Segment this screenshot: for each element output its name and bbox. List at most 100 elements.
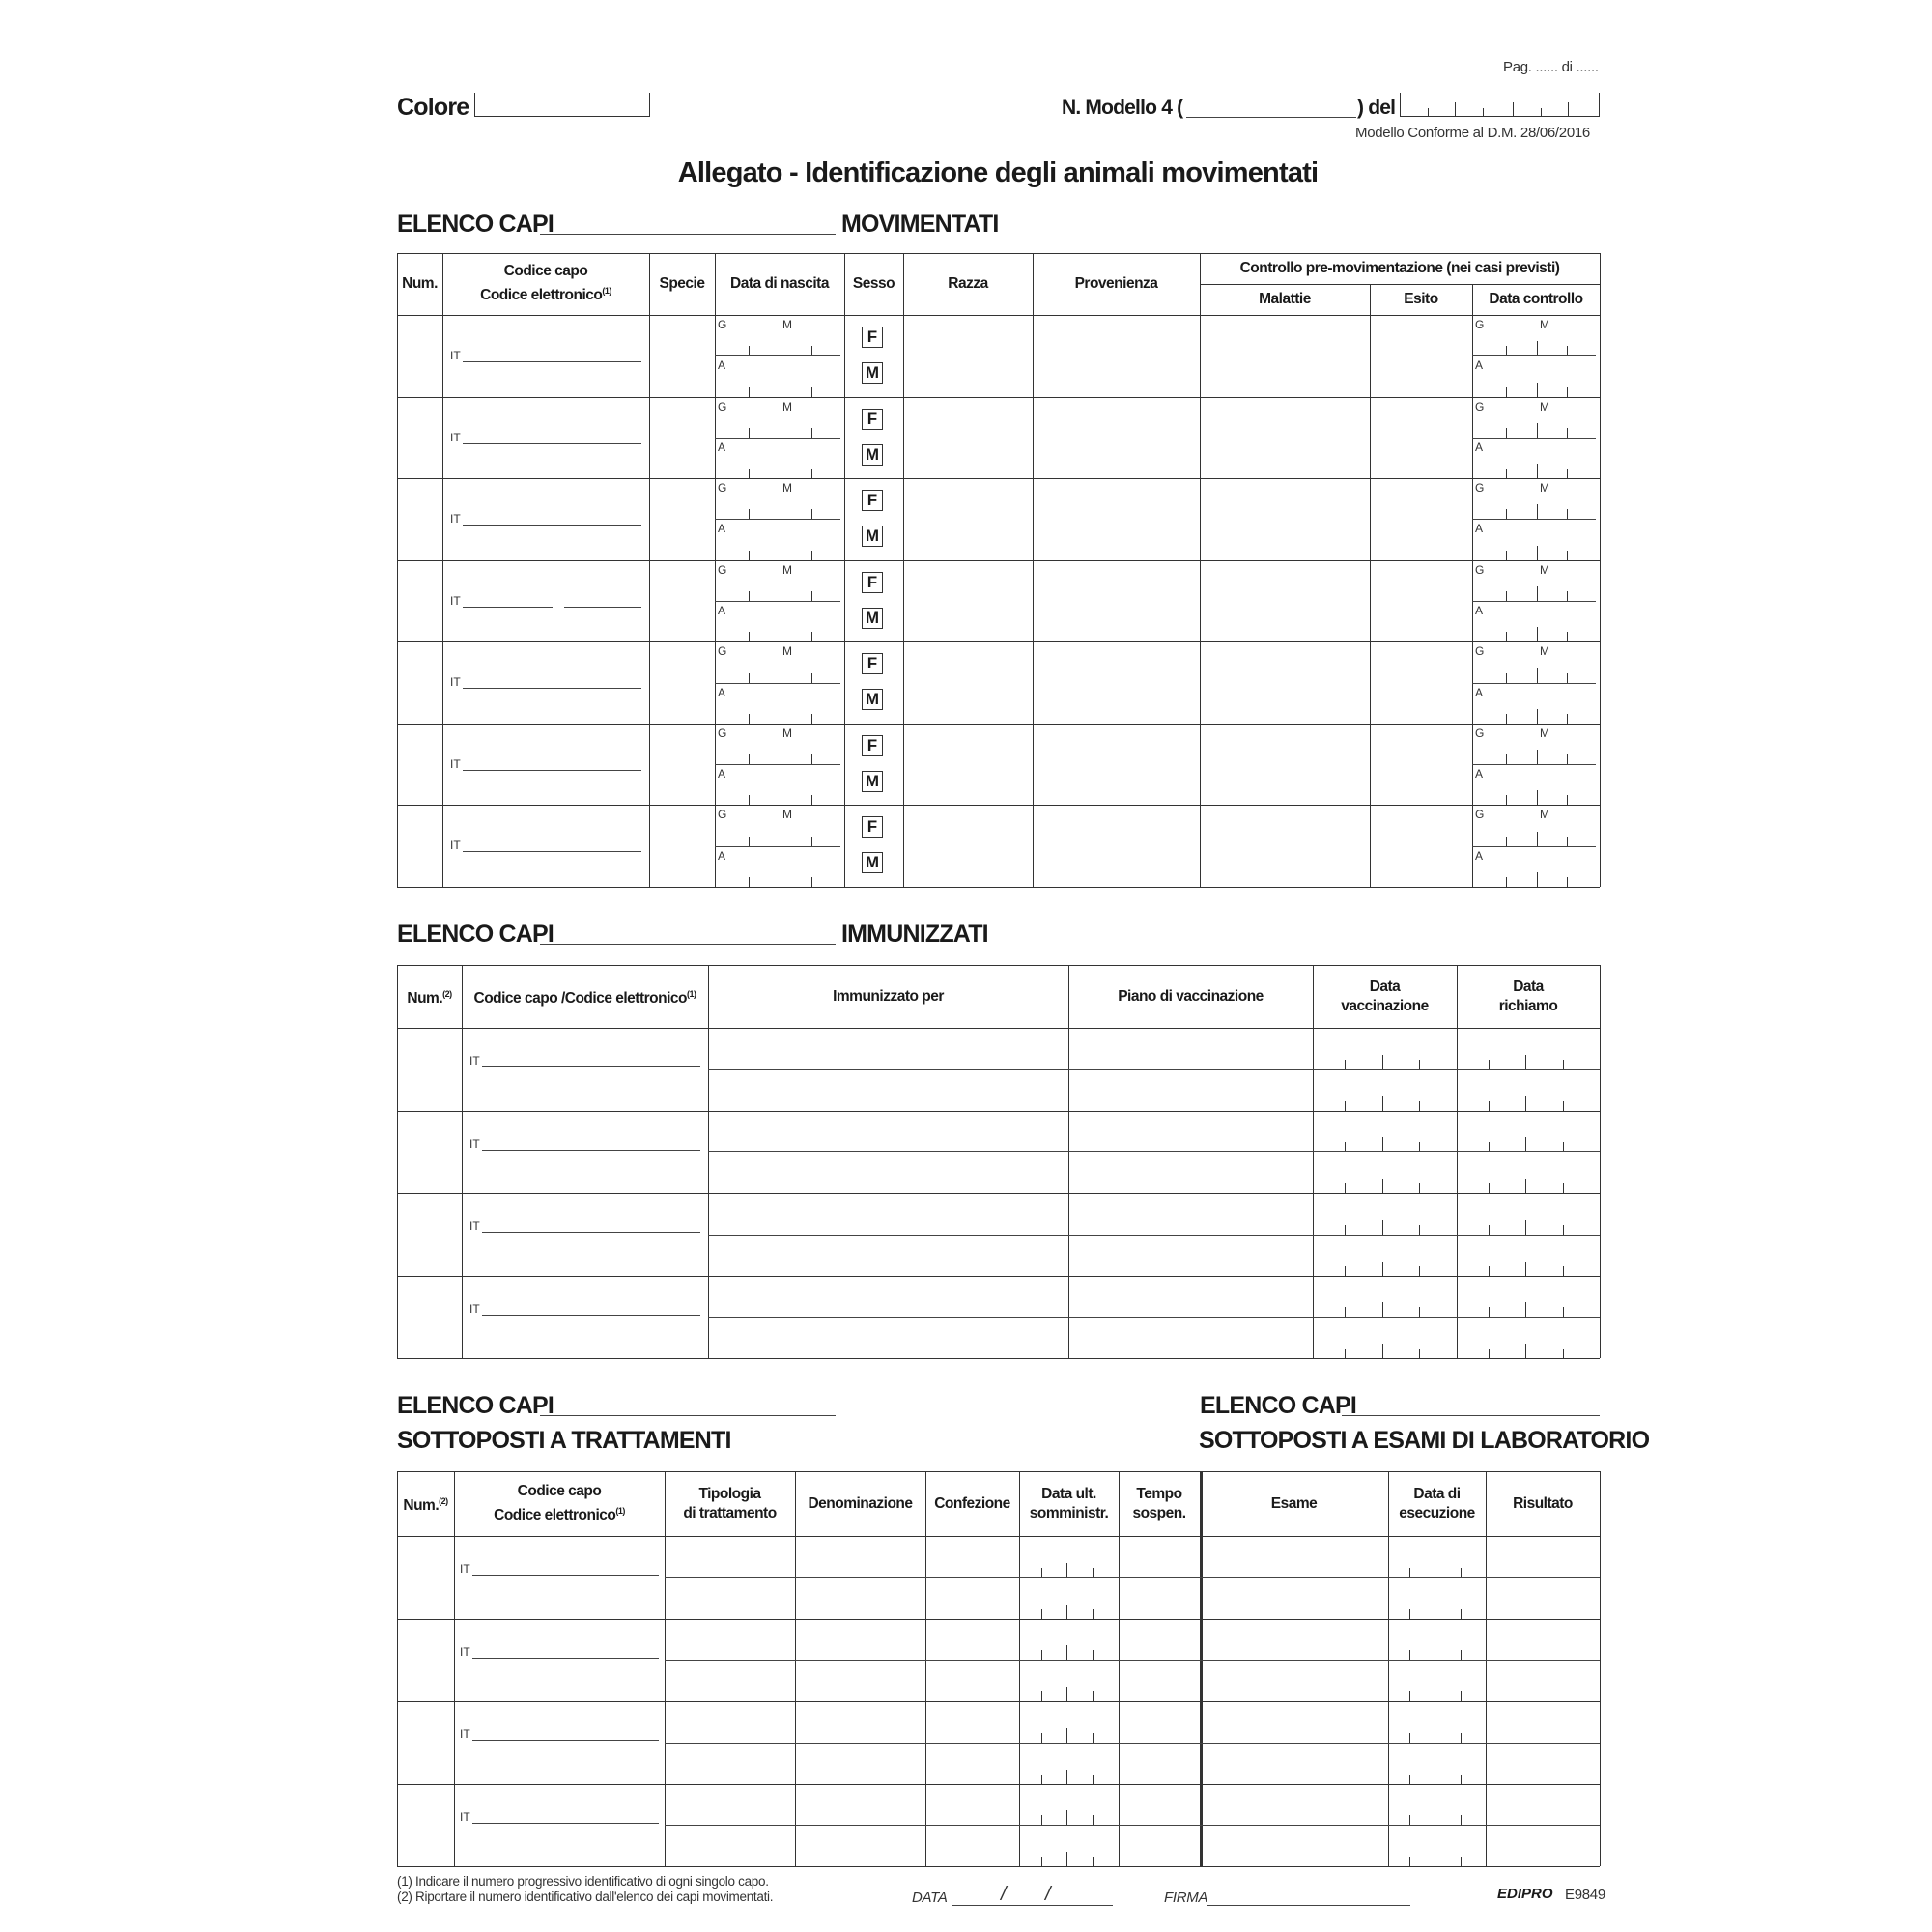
- sex-male-checkbox[interactable]: M: [862, 607, 883, 629]
- date-tick: [1536, 341, 1538, 356]
- day-label: G: [1475, 725, 1485, 740]
- date-tick: [1536, 422, 1538, 438]
- it-prefix: IT: [469, 1219, 480, 1233]
- date-tick: [1419, 1265, 1421, 1276]
- codice-capo-input[interactable]: [463, 525, 641, 526]
- sex-female-checkbox[interactable]: F: [862, 327, 883, 348]
- date-tick: [1567, 754, 1569, 765]
- section3-left-prefix: ELENCO CAPI: [397, 1392, 554, 1419]
- table2-row-line: [397, 1275, 1600, 1277]
- codice-capo-input[interactable]: [472, 1657, 659, 1659]
- codice-capo-input[interactable]: [463, 606, 553, 608]
- date-tick: [1409, 1815, 1411, 1826]
- modello-number-field[interactable]: [1186, 117, 1356, 118]
- codice-capo-input[interactable]: [482, 1066, 700, 1067]
- sex-female-checkbox[interactable]: F: [862, 408, 883, 430]
- table2-half-line: [708, 1151, 1600, 1153]
- codice-capo-input[interactable]: [463, 688, 641, 690]
- year-label: A: [1475, 604, 1484, 617]
- colore-field[interactable]: [474, 93, 650, 117]
- it-prefix: IT: [450, 593, 461, 608]
- date-tick: [1066, 1687, 1068, 1701]
- sex-female-checkbox[interactable]: F: [862, 571, 883, 593]
- sex-male-checkbox[interactable]: M: [862, 689, 883, 711]
- date-tick: [1525, 1095, 1527, 1111]
- date-tick: [810, 713, 812, 724]
- date-tick: [1460, 1608, 1462, 1619]
- codice-capo-input[interactable]: [472, 1575, 659, 1576]
- year-label: A: [1475, 522, 1484, 536]
- date-tick: [1567, 672, 1569, 683]
- codice-capo-input[interactable]: [482, 1314, 700, 1316]
- codice-capo-input[interactable]: [482, 1232, 700, 1233]
- date-tick: [1536, 668, 1538, 683]
- year-label: A: [1475, 848, 1484, 863]
- firma-field[interactable]: [1208, 1905, 1410, 1906]
- sex-male-checkbox[interactable]: M: [862, 526, 883, 548]
- date-tick: [1040, 1774, 1042, 1784]
- table2-row-line: [397, 1193, 1600, 1194]
- date-tick: [1505, 713, 1507, 724]
- codice-capo-input[interactable]: [472, 1740, 659, 1741]
- table1-col-line: [442, 253, 443, 887]
- codice-capo-input[interactable]: [472, 1822, 659, 1824]
- table3-header-denominazione-text: Denominazione: [808, 1494, 913, 1512]
- date-tick: [1344, 1142, 1346, 1152]
- data-field[interactable]: [952, 1905, 1113, 1906]
- date-tick: [1460, 1857, 1462, 1866]
- table1-col-line: [844, 253, 845, 887]
- table1-header-codice-text: Codice capo Codice elettronico(1): [480, 263, 611, 304]
- day-label: G: [718, 481, 727, 496]
- table1-group-line: [1200, 284, 1600, 285]
- table3-header-num: Num.(2): [397, 1471, 454, 1536]
- date-tick: [1568, 102, 1570, 116]
- sex-male-checkbox[interactable]: M: [862, 362, 883, 384]
- sex-male-checkbox[interactable]: M: [862, 852, 883, 874]
- date-tick: [1567, 550, 1569, 560]
- date-tick: [1066, 1810, 1068, 1826]
- table3-col-line: [397, 1471, 398, 1866]
- codice-capo-input[interactable]: [482, 1149, 700, 1151]
- colore-label: Colore: [397, 94, 469, 121]
- it-prefix: IT: [469, 1054, 480, 1067]
- date-tick: [810, 346, 812, 356]
- date-tick: [1419, 1349, 1421, 1358]
- del-date-field[interactable]: [1400, 93, 1600, 117]
- section3-left-species-field[interactable]: [540, 1415, 836, 1416]
- day-label: G: [718, 399, 727, 413]
- sex-female-checkbox[interactable]: F: [862, 816, 883, 838]
- section3-right-species-field[interactable]: [1342, 1415, 1600, 1416]
- codice-capo-input[interactable]: [463, 769, 641, 771]
- it-prefix: IT: [450, 675, 461, 690]
- table1-col-line: [1600, 253, 1601, 887]
- date-tick: [749, 795, 751, 806]
- date-tick: [1460, 1567, 1462, 1577]
- date-tick: [1460, 1732, 1462, 1743]
- date-tick: [1409, 1691, 1411, 1701]
- table3-col-line: [1019, 1471, 1020, 1866]
- table3-row-line: [397, 1618, 1600, 1620]
- table1-row-line: [397, 396, 1600, 398]
- date-separator-2: /: [1045, 1884, 1051, 1905]
- date-tick: [1409, 1650, 1411, 1661]
- date-tick: [1040, 1567, 1042, 1577]
- codice-capo-input[interactable]: [463, 851, 641, 853]
- sex-female-checkbox[interactable]: F: [862, 734, 883, 756]
- date-tick: [1040, 1608, 1042, 1619]
- codice-capo-input[interactable]: [463, 361, 641, 362]
- date-tick: [1344, 1183, 1346, 1193]
- table1-header-specie: Specie: [649, 253, 715, 315]
- month-label: M: [782, 481, 792, 496]
- sex-female-checkbox[interactable]: F: [862, 653, 883, 675]
- sex-male-checkbox[interactable]: M: [862, 770, 883, 792]
- table3-header-tipologia: Tipologia di trattamento: [665, 1471, 795, 1536]
- date-tick: [1066, 1852, 1068, 1866]
- section2-species-field[interactable]: [540, 944, 836, 945]
- day-label: G: [718, 725, 727, 740]
- date-tick: [810, 632, 812, 642]
- sex-female-checkbox[interactable]: F: [862, 490, 883, 512]
- codice-capo-input[interactable]: [463, 442, 641, 444]
- sex-male-checkbox[interactable]: M: [862, 443, 883, 466]
- codice-capo-input[interactable]: [564, 606, 641, 608]
- section1-species-field[interactable]: [540, 234, 836, 235]
